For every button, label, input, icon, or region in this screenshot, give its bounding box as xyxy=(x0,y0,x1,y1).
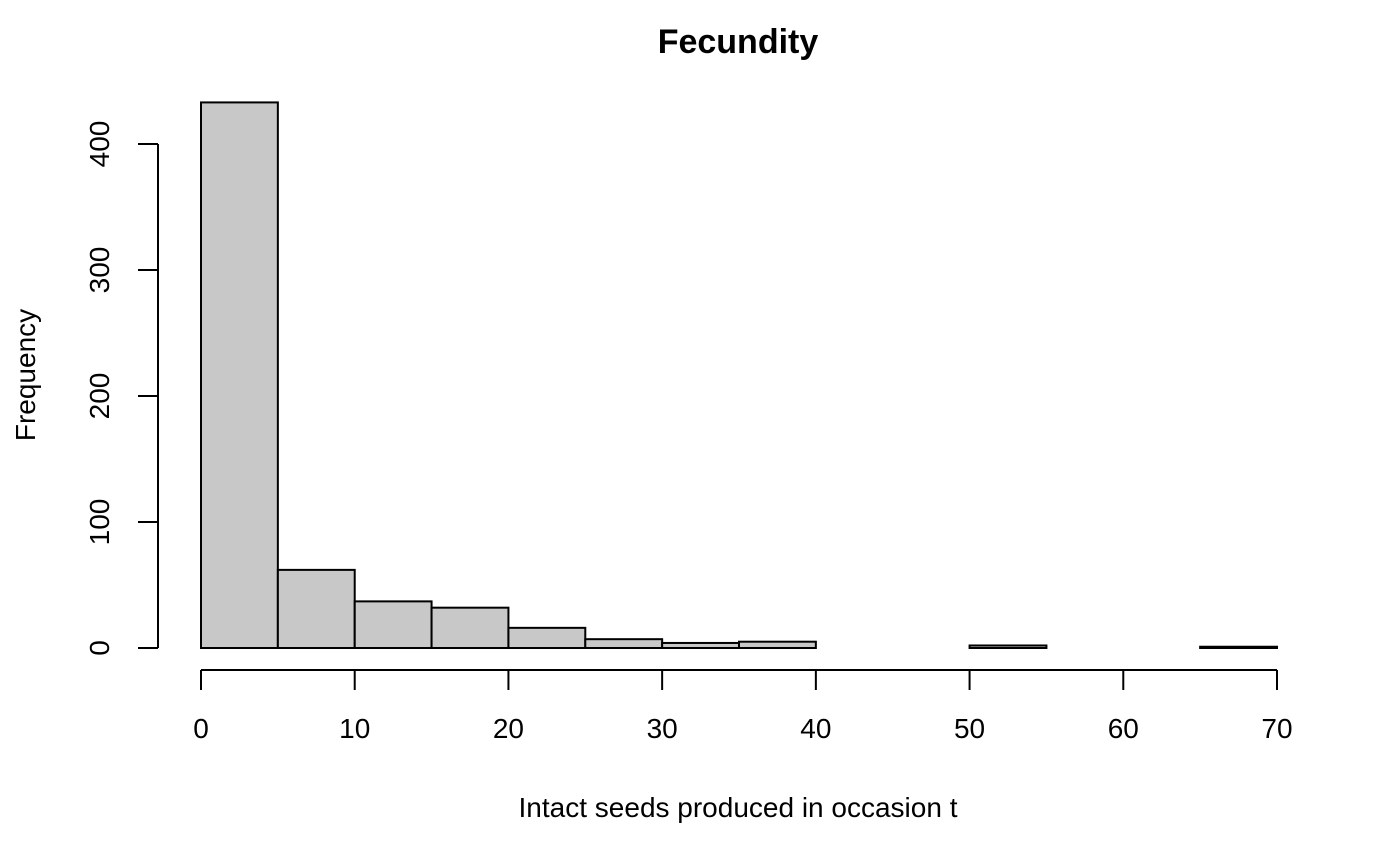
y-axis-label: Frequency xyxy=(10,309,41,441)
histogram-bar xyxy=(200,101,279,650)
x-tick-label: 60 xyxy=(1108,713,1139,744)
histogram-bar xyxy=(661,641,741,650)
histogram-bar xyxy=(584,638,664,649)
y-tick-label: 400 xyxy=(84,121,115,168)
chart-title: Fecundity xyxy=(658,23,819,61)
x-tick-label: 50 xyxy=(954,713,985,744)
histogram-bar xyxy=(276,568,356,650)
x-tick-label: 0 xyxy=(193,713,209,744)
x-tick-label: 20 xyxy=(493,713,524,744)
x-tick-label: 10 xyxy=(339,713,370,744)
x-tick-label: 40 xyxy=(800,713,831,744)
x-axis: 0 10 20 30 40 50 60 70 xyxy=(193,669,1293,744)
y-tick-label: 0 xyxy=(84,640,115,656)
histogram-bar xyxy=(968,644,1048,649)
x-tick-label: 30 xyxy=(647,713,678,744)
histogram-bar xyxy=(738,640,817,650)
histogram-bar xyxy=(430,606,510,649)
y-tick-label: 300 xyxy=(84,247,115,294)
histogram-bar xyxy=(1199,645,1278,649)
x-axis-label: Intact seeds produced in occasion t xyxy=(519,792,958,823)
x-tick-label: 70 xyxy=(1261,713,1292,744)
histogram-bar xyxy=(353,600,433,650)
y-tick-label: 200 xyxy=(84,373,115,420)
histogram-bar xyxy=(507,626,587,650)
y-axis: 0 100 200 300 400 xyxy=(84,121,159,656)
bars-group xyxy=(200,101,1278,650)
y-tick-label: 100 xyxy=(84,499,115,546)
